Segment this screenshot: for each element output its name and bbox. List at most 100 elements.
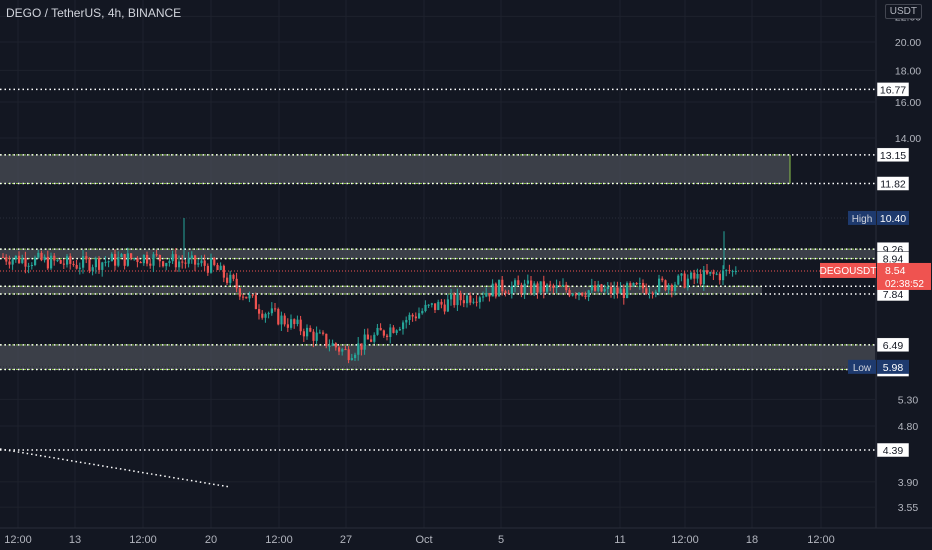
candle-body bbox=[53, 255, 56, 261]
candle-body bbox=[418, 313, 421, 319]
candle bbox=[446, 294, 449, 313]
candle bbox=[536, 281, 539, 299]
candle-body bbox=[261, 313, 264, 318]
zone-rect bbox=[0, 286, 762, 294]
candle bbox=[360, 343, 363, 356]
candle bbox=[584, 291, 587, 300]
candle bbox=[696, 268, 699, 284]
candle bbox=[606, 281, 609, 295]
candle bbox=[546, 283, 549, 294]
candle-body bbox=[2, 256, 5, 258]
candle-body bbox=[366, 334, 369, 340]
candle-body bbox=[469, 295, 472, 303]
price-axis-tick: 3.55 bbox=[898, 502, 919, 514]
candle bbox=[229, 270, 232, 286]
price-zones bbox=[0, 154, 875, 371]
candle-body bbox=[69, 256, 72, 264]
candle-body bbox=[629, 283, 632, 286]
candle bbox=[520, 282, 523, 298]
candle bbox=[366, 328, 369, 340]
extreme-tag-label-box bbox=[848, 210, 876, 225]
candle bbox=[494, 282, 497, 299]
candle-body bbox=[286, 324, 289, 328]
candle bbox=[594, 281, 597, 292]
candle bbox=[555, 279, 558, 294]
candle-body bbox=[690, 272, 693, 279]
candle-body bbox=[718, 273, 721, 281]
candle bbox=[146, 251, 149, 267]
time-axis-background bbox=[0, 528, 932, 550]
candle bbox=[59, 259, 62, 264]
candle bbox=[328, 339, 331, 352]
candle bbox=[632, 282, 635, 288]
candle bbox=[219, 262, 222, 271]
chart-title: DEGO / TetherUS, 4h, BINANCE bbox=[6, 6, 182, 20]
candle bbox=[475, 295, 478, 307]
candle bbox=[302, 328, 305, 342]
candle-body bbox=[296, 319, 299, 325]
candle-body bbox=[581, 292, 584, 296]
candle bbox=[296, 315, 299, 327]
candle bbox=[123, 253, 126, 270]
candle-body bbox=[597, 284, 600, 291]
candle-body bbox=[546, 284, 549, 292]
price-axis-tick: 16.00 bbox=[895, 97, 921, 109]
candle-body bbox=[658, 278, 661, 292]
level-tag-box bbox=[876, 147, 910, 163]
candle bbox=[216, 262, 219, 271]
candle-body bbox=[133, 258, 136, 260]
candle-body bbox=[514, 280, 517, 287]
candle-body bbox=[642, 282, 645, 289]
candle-body bbox=[168, 261, 171, 263]
candle bbox=[430, 302, 433, 308]
candle bbox=[117, 251, 120, 268]
candle bbox=[46, 250, 49, 271]
candle-body bbox=[181, 261, 184, 263]
candle-body bbox=[203, 260, 206, 266]
candle-body bbox=[494, 283, 497, 297]
candle bbox=[562, 278, 565, 288]
candle bbox=[459, 290, 462, 306]
candle-body bbox=[517, 280, 520, 285]
time-axis[interactable]: 12:00 13 12:00 20 12:00 27 Oct 5 11 12:00 18 12:00 bbox=[0, 527, 932, 550]
level-tag-label: 16.77 bbox=[880, 84, 906, 96]
candle-body bbox=[8, 261, 11, 265]
candle-body bbox=[651, 292, 654, 295]
candle-body bbox=[75, 264, 78, 269]
time-axis-tick: 13 bbox=[69, 534, 81, 546]
candle-body bbox=[174, 254, 177, 268]
level-tag: 16.77 bbox=[876, 82, 910, 97]
candle-body bbox=[354, 354, 357, 359]
candle-body bbox=[11, 259, 14, 265]
candle-body bbox=[149, 263, 152, 266]
candle bbox=[322, 330, 325, 336]
candle-body bbox=[498, 279, 501, 297]
candle bbox=[558, 281, 561, 287]
candle-body bbox=[213, 258, 216, 265]
candle bbox=[120, 252, 123, 258]
candle-body bbox=[552, 285, 555, 289]
candle bbox=[715, 271, 718, 276]
candle-body bbox=[274, 308, 277, 310]
candle bbox=[434, 303, 437, 314]
candle bbox=[510, 281, 513, 299]
candle-body bbox=[654, 291, 657, 295]
candle bbox=[485, 287, 488, 298]
candle bbox=[414, 312, 417, 322]
candle bbox=[344, 345, 347, 351]
candle-body bbox=[520, 284, 523, 294]
candle-body bbox=[706, 270, 709, 274]
candle-body bbox=[267, 313, 270, 315]
price-unit-button[interactable]: USDT bbox=[884, 4, 922, 19]
time-axis-tick: 12:00 bbox=[265, 534, 293, 546]
candle-body bbox=[446, 299, 449, 312]
candle-body bbox=[558, 285, 561, 287]
candle bbox=[94, 256, 97, 274]
candle-body bbox=[277, 308, 280, 325]
candle-body bbox=[434, 303, 437, 310]
candle bbox=[638, 277, 641, 290]
horizontal-levels bbox=[0, 88, 875, 451]
candle bbox=[280, 311, 283, 331]
candle-body bbox=[578, 292, 581, 296]
